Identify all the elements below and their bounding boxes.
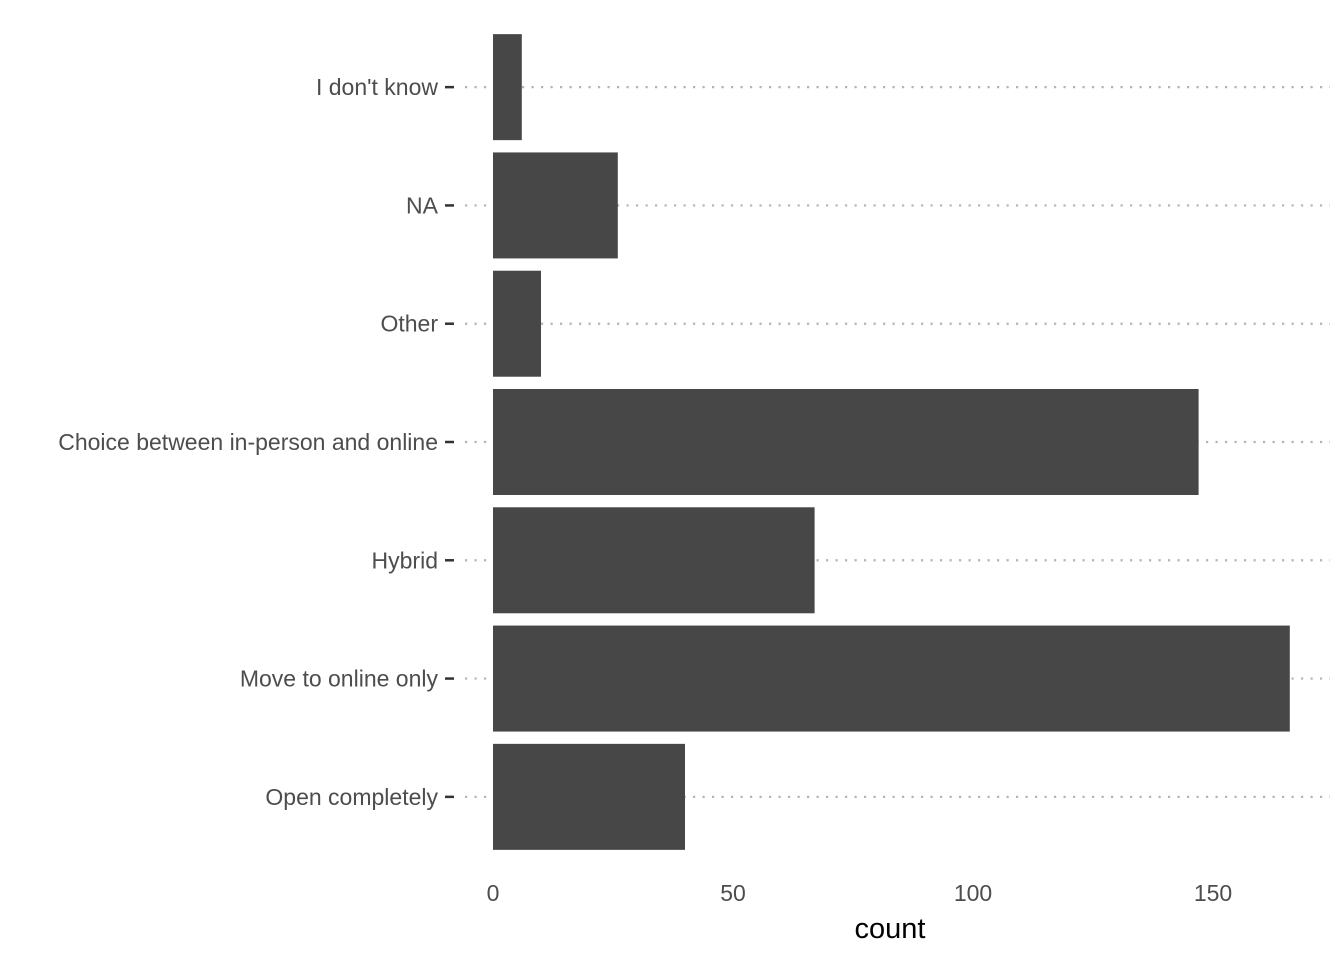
y-tick-label-choice-between-in-person-and-online: Choice between in-person and online [58,429,438,455]
bar-na [493,152,618,259]
x-axis: 0 50 100 150 [487,880,1233,906]
x-tick-label-150: 150 [1194,880,1232,906]
bar-hybrid [493,507,815,614]
bar-open-completely [493,743,685,850]
y-tick-label-open-completely: Open completely [265,784,438,810]
y-tick-label-other: Other [380,311,438,337]
x-axis-title: count [855,913,926,945]
x-tick-label-50: 50 [720,880,746,906]
y-tick-label-i-don-t-know: I don't know [316,74,438,100]
y-tick-label-move-to-online-only: Move to online only [240,666,439,692]
bar-choice-between-in-person-and-online [493,389,1199,495]
y-tick-label-na: NA [406,192,439,218]
bar-move-to-online-only [493,625,1290,732]
bar-i-don-t-know [493,34,522,141]
y-tick-label-hybrid: Hybrid [372,547,438,573]
bar-other [493,270,541,377]
x-tick-label-100: 100 [954,880,992,906]
bars [493,34,1290,850]
x-tick-label-0: 0 [487,880,500,906]
y-axis: Open completely Move to online only Hybrid… [58,74,454,810]
